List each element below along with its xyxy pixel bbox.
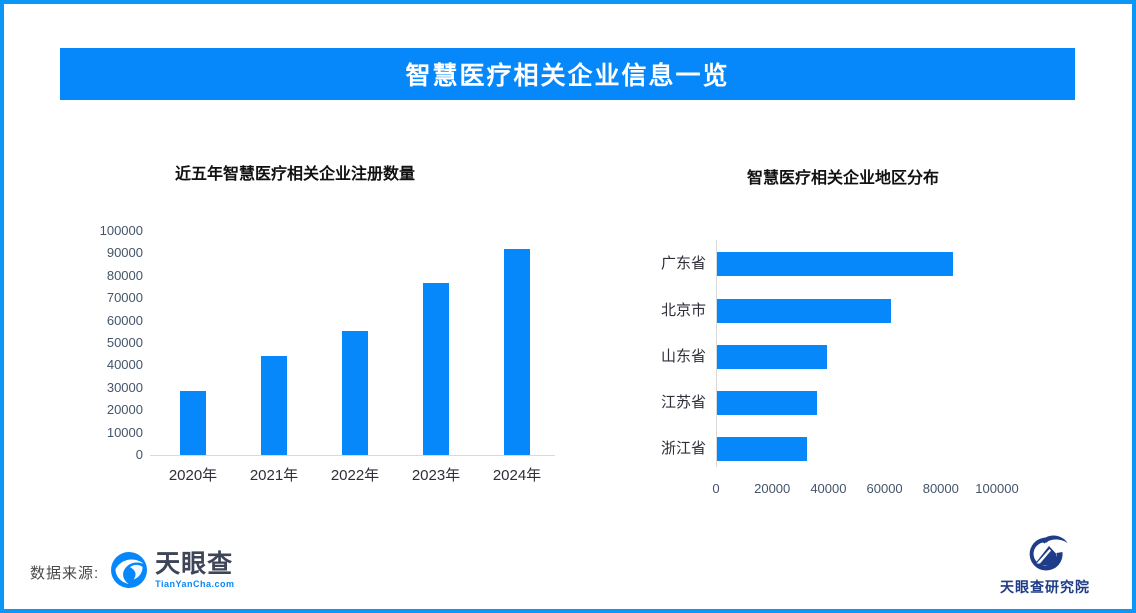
- institute-name: 天眼查研究院: [1000, 579, 1090, 595]
- y-axis-tick-label: 70000: [106, 290, 143, 306]
- y-axis-tick-label: 50000: [106, 335, 143, 350]
- bar-江苏省: [717, 391, 817, 415]
- y-axis-tick-label: 30000: [106, 379, 143, 395]
- right-chart-title: 智慧医疗相关企业地区分布: [746, 170, 939, 187]
- x-axis-category-label: 2022年: [330, 467, 380, 484]
- y-axis-tick-label: 80000: [106, 267, 143, 283]
- bar-广东省: [717, 252, 954, 276]
- data-source-row: 数据来源: 天眼查 TianYanCha.com: [30, 548, 235, 592]
- institute-logo-block: 天眼查研究院: [990, 532, 1100, 597]
- bar-浙江省: [717, 437, 807, 461]
- bar-2021年: [261, 356, 287, 455]
- data-source-label: 数据来源:: [30, 564, 100, 582]
- bar-2022年: [342, 330, 368, 455]
- x-axis-category-label: 2020年: [168, 467, 218, 484]
- bar-2023年: [423, 282, 449, 455]
- x-axis-category-label: 2021年: [249, 467, 299, 484]
- x-axis-category-label: 2023年: [411, 467, 461, 484]
- tianyancha-domain: TianYanCha.com: [155, 578, 235, 589]
- x-axis-tick-label: 60000: [866, 481, 903, 496]
- bar-山东省: [717, 345, 827, 369]
- institute-logo-icon: [1029, 535, 1068, 571]
- y-axis-category-label: 广东省: [660, 255, 706, 272]
- x-axis-tick-label: 0: [712, 481, 720, 496]
- y-axis-category-label: 江苏省: [660, 394, 706, 411]
- tianyancha-eye-icon: [111, 552, 148, 588]
- x-axis-tick-label: 40000: [810, 481, 847, 496]
- x-axis-tick-label: 100000: [975, 481, 1019, 496]
- x-axis-tick-label: 80000: [922, 481, 959, 496]
- y-axis-category-label: 北京市: [660, 301, 706, 319]
- x-axis-tick-label: 20000: [754, 481, 791, 496]
- y-axis-category-label: 山东省: [660, 348, 706, 365]
- y-axis-tick-label: 10000: [106, 424, 143, 440]
- y-axis-tick-label: 40000: [106, 357, 143, 373]
- x-axis-line: [150, 455, 555, 456]
- y-axis-tick-label: 0: [135, 447, 143, 462]
- bar-2024年: [504, 248, 530, 455]
- bar-2020年: [180, 391, 206, 455]
- bar-北京市: [717, 298, 892, 323]
- y-axis-tick-label: 60000: [106, 312, 143, 328]
- tianyancha-wordmark: 天眼查 TianYanCha.com: [155, 549, 235, 589]
- x-axis-category-label: 2024年: [492, 467, 542, 484]
- y-axis-tick-label: 90000: [106, 245, 143, 261]
- y-axis-line: [716, 240, 717, 467]
- y-axis-category-label: 浙江省: [660, 440, 706, 457]
- page-title: 智慧医疗相关企业信息一览: [405, 62, 730, 90]
- left-chart-title: 近五年智慧医疗相关企业注册数量: [174, 166, 415, 183]
- tianyancha-brand-name: 天眼查: [155, 549, 234, 578]
- y-axis-tick-label: 100000: [99, 223, 143, 238]
- title-banner: 智慧医疗相关企业信息一览: [60, 48, 1075, 100]
- y-axis-tick-label: 20000: [106, 402, 143, 418]
